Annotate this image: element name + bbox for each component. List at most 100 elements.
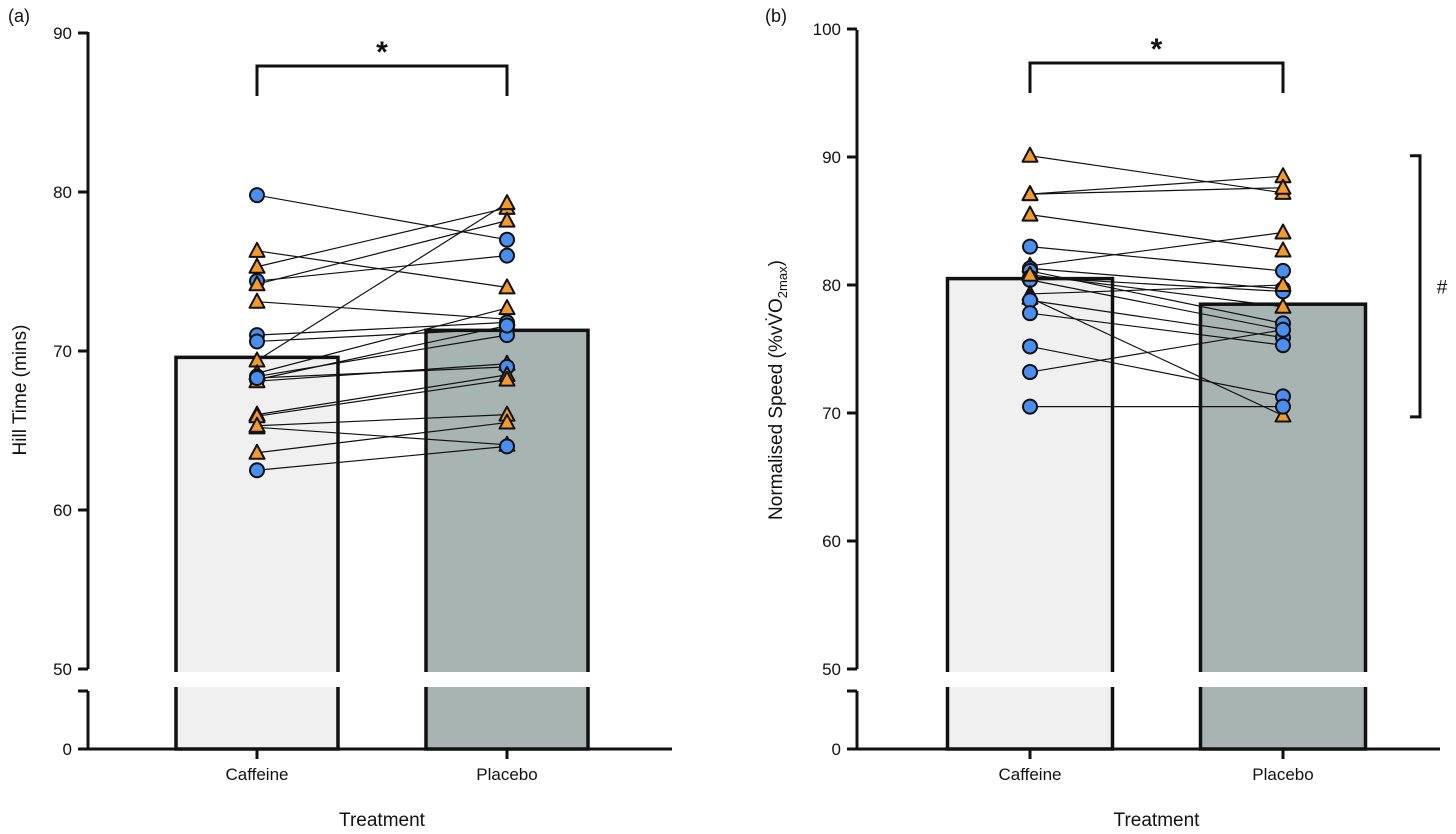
data-point-circle [249, 462, 265, 479]
y-axis-label-part: Hill Time (mins) [10, 325, 31, 456]
paired-line [1029, 187, 1284, 195]
paired-line [256, 202, 508, 362]
y-axis-label-part: 2max [775, 266, 790, 298]
data-point-circle [249, 187, 265, 204]
data-point-triangle [248, 416, 266, 433]
paired-line [1029, 175, 1284, 195]
panel-a: (a) 0 50 60 70 80 90 Caffeine Placebo Treatment Hi… [8, 6, 682, 831]
side-annotation: # [1437, 277, 1448, 298]
y-axis-label: Normalised Speed (%vV̇O2max) [766, 260, 790, 520]
y-axis-label-part: ) [766, 260, 787, 266]
y-tick-label: 60 [822, 532, 841, 551]
data-point-triangle [498, 194, 516, 211]
paired-line [256, 426, 508, 446]
y-tick-label: 70 [53, 342, 72, 361]
x-tick-label: Placebo [1252, 765, 1313, 784]
significance-marker: * [1151, 33, 1163, 66]
y-tick-label: 80 [822, 276, 841, 295]
data-point-triangle [498, 278, 516, 295]
data-point-triangle [1274, 178, 1292, 195]
data-point-triangle [1021, 205, 1039, 222]
y-tick-label: 90 [822, 148, 841, 167]
paired-line [1029, 297, 1284, 417]
data-point-circle [249, 370, 265, 387]
data-point-circle [499, 247, 515, 264]
axis-break [847, 672, 1450, 687]
paired-line [256, 301, 508, 320]
paired-line [256, 374, 508, 416]
x-tick-label: Caffeine [225, 765, 288, 784]
data-point-circle [249, 333, 265, 350]
data-point-circle [1275, 262, 1291, 279]
y-tick-label: 0 [832, 740, 841, 759]
data-point-triangle [248, 241, 266, 258]
data-point-circle [499, 317, 515, 334]
y-axis-label-part: Normalised Speed (%v [766, 325, 787, 520]
y-tick-label: 100 [813, 20, 841, 39]
paired-line [1029, 214, 1284, 252]
paired-line [1029, 231, 1284, 267]
data-point-circle [1022, 305, 1038, 322]
bar-caffeine [945, 276, 1115, 751]
paired-line [1029, 284, 1284, 295]
paired-line [1029, 345, 1284, 397]
data-point-circle [499, 231, 515, 248]
paired-line [1029, 155, 1284, 194]
y-tick-label: 50 [53, 660, 72, 679]
data-point-circle [499, 438, 515, 455]
x-tick-label: Placebo [476, 765, 537, 784]
significance-bracket [1028, 61, 1285, 93]
paired-line [256, 307, 508, 374]
data-point-triangle [498, 299, 516, 316]
paired-line [256, 334, 508, 378]
paired-line [1029, 274, 1284, 308]
x-axis-label: Treatment [1114, 810, 1201, 831]
paired-line [1029, 246, 1284, 272]
data-point-triangle [248, 257, 266, 274]
paired-line [256, 255, 508, 282]
paired-line [256, 445, 508, 471]
data-point-triangle [498, 413, 516, 430]
data-point-circle [1275, 337, 1291, 354]
data-point-triangle [1274, 241, 1292, 258]
data-point-circle [1275, 398, 1291, 415]
y-tick-label: 90 [53, 24, 72, 43]
paired-line [256, 321, 508, 336]
paired-line [256, 379, 508, 417]
significance-marker: * [376, 36, 388, 69]
paired-line [256, 324, 508, 381]
y-tick-label: 80 [53, 183, 72, 202]
data-point-triangle [1274, 297, 1292, 314]
paired-line [1029, 329, 1284, 373]
data-point-triangle [1021, 265, 1039, 282]
paired-line [256, 194, 508, 241]
paired-line [1029, 312, 1284, 346]
y-tick-label: 70 [822, 404, 841, 423]
y-axis-label-part: V̇O [766, 298, 787, 325]
y-tick-label: 50 [822, 660, 841, 679]
data-point-circle [1275, 321, 1291, 338]
data-point-circle [1022, 398, 1038, 415]
y-axis-label: Hill Time (mins) [10, 325, 31, 456]
data-point-circle [1022, 364, 1038, 381]
paired-line [256, 220, 508, 285]
paired-line [1029, 299, 1284, 339]
x-axis-label: Treatment [339, 810, 426, 831]
panel-label: (a) [8, 6, 30, 26]
paired-line [1029, 267, 1284, 290]
data-point-triangle [498, 211, 516, 228]
data-point-triangle [498, 370, 516, 387]
side-bracket [1410, 154, 1422, 419]
data-point-triangle [248, 443, 266, 460]
data-point-triangle [1021, 146, 1039, 163]
data-point-triangle [1021, 185, 1039, 202]
data-point-circle [1022, 238, 1038, 255]
significance-bracket [255, 64, 509, 96]
panel-b: (b) 0 50 60 70 80 90 100 Caffeine Placebo Treatmen… [765, 6, 1450, 831]
data-point-triangle [1274, 276, 1292, 292]
paired-line [256, 328, 508, 343]
paired-line [256, 414, 508, 427]
x-tick-label: Caffeine [998, 765, 1061, 784]
